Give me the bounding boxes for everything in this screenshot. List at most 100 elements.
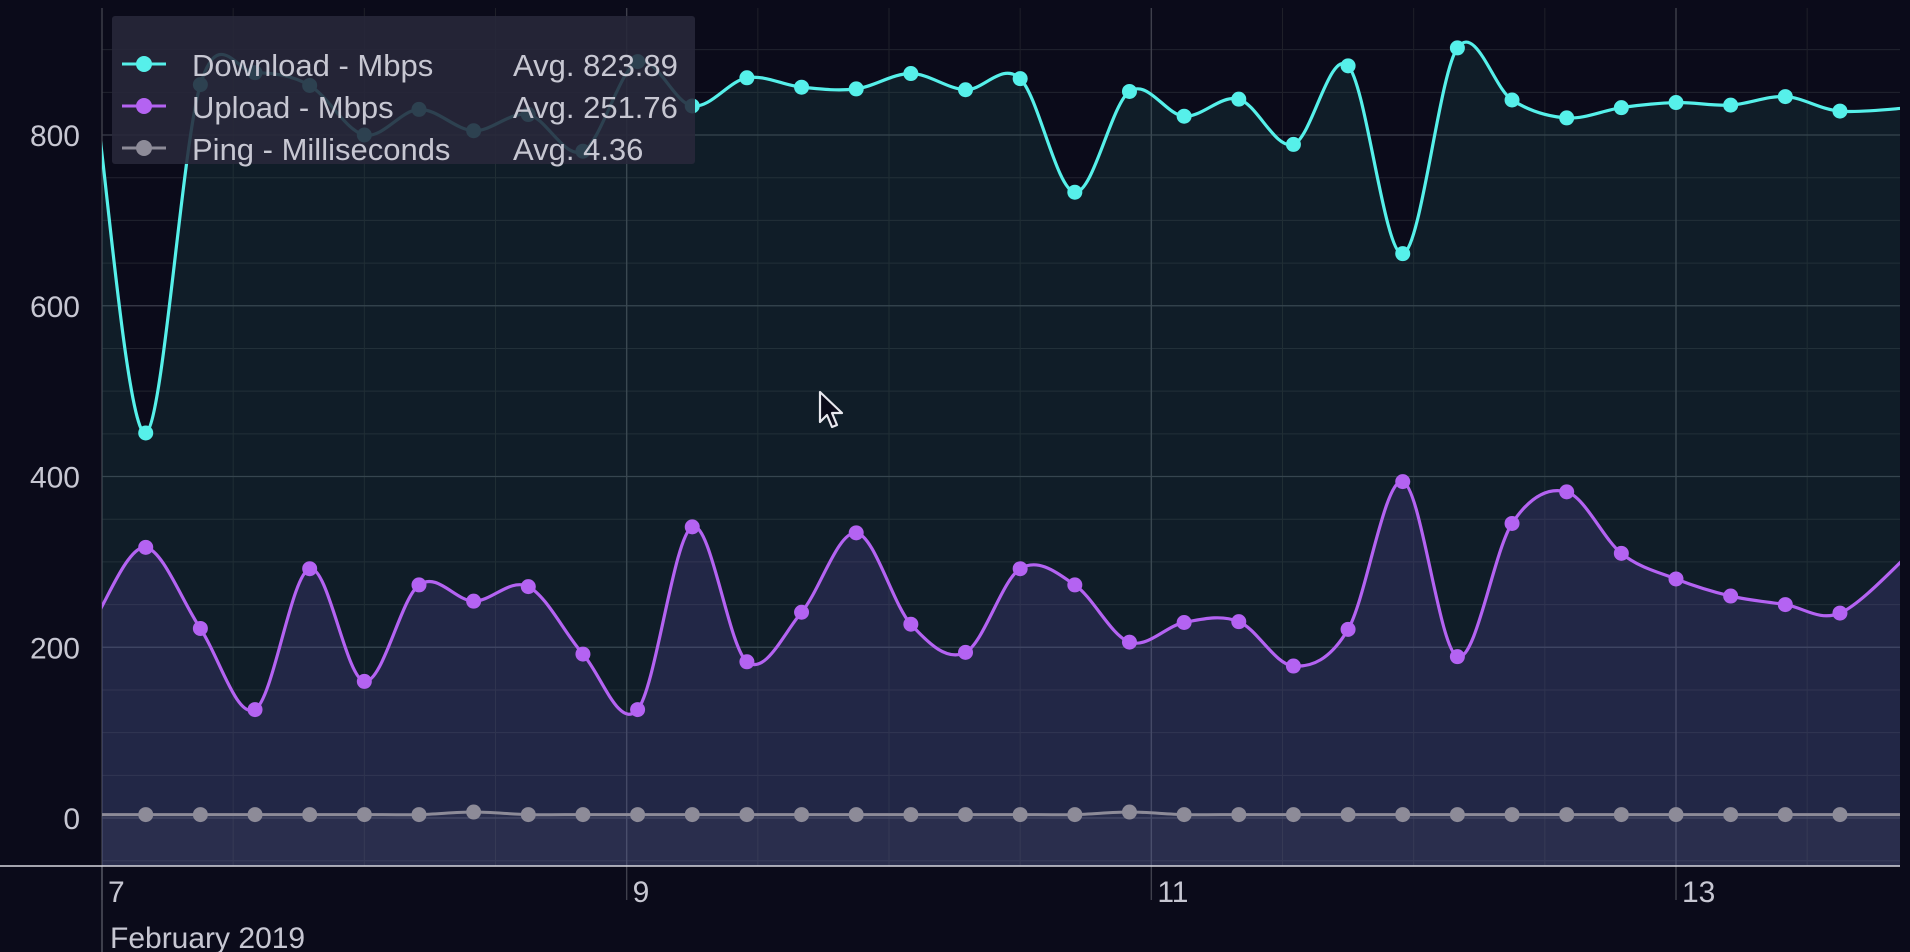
ping-data-point <box>1777 807 1793 823</box>
download-data-point <box>1449 40 1465 56</box>
legend-item-upload[interactable]: Upload - Mbps Avg. 251.76 <box>112 86 695 126</box>
ping-series-line <box>102 810 1900 817</box>
upload-data-point <box>794 604 810 620</box>
x-tick-label: 9 <box>633 876 650 909</box>
upload-data-point <box>1012 561 1028 577</box>
upload-data-point <box>302 561 318 577</box>
x-tick-label: 13 <box>1682 876 1715 909</box>
ping-data-point <box>630 807 646 823</box>
ping-data-point <box>1449 807 1465 823</box>
ping-data-point <box>1504 807 1520 823</box>
upload-data-point <box>411 577 427 593</box>
ping-data-point <box>1176 807 1192 823</box>
upload-data-point <box>1067 577 1083 593</box>
ping-data-point <box>1012 807 1028 823</box>
x-tick-label: 11 <box>1157 876 1188 909</box>
download-data-point <box>1285 136 1301 152</box>
download-data-point <box>1395 246 1411 262</box>
ping-data-point <box>1668 807 1684 823</box>
upload-data-point <box>1504 515 1520 531</box>
axes-layer: 0 200 400 600 800 7 9 11 13 February 2019 <box>0 120 1900 952</box>
upload-data-point <box>1231 614 1247 630</box>
legend-avg-download: Avg. 823.89 <box>513 48 678 83</box>
ping-data-point <box>520 807 536 823</box>
ping-data-point <box>958 807 974 823</box>
upload-data-point <box>1121 634 1137 650</box>
upload-series-area <box>102 481 1900 866</box>
upload-data-point <box>1613 545 1629 561</box>
upload-data-point <box>466 593 482 609</box>
ping-data-point <box>848 807 864 823</box>
legend-label-upload: Upload - Mbps <box>192 90 394 125</box>
download-data-point <box>848 81 864 97</box>
ping-data-point <box>1832 807 1848 823</box>
y-tick-label: 800 <box>30 120 80 153</box>
ping-data-point <box>1067 807 1083 823</box>
upload-data-point <box>1285 658 1301 674</box>
legend: Download - Mbps Avg. 823.89 Upload - Mbp… <box>112 16 695 167</box>
ping-data-point <box>903 807 919 823</box>
legend-item-download[interactable]: Download - Mbps Avg. 823.89 <box>112 44 695 84</box>
ping-data-point <box>247 807 263 823</box>
upload-data-point <box>1395 474 1411 490</box>
download-data-point <box>794 79 810 95</box>
x-axis-month-label: February 2019 <box>110 922 305 952</box>
download-data-point <box>1668 95 1684 111</box>
ping-data-point <box>1723 807 1739 823</box>
download-data-point <box>739 70 755 86</box>
ping-series-marker-icon <box>122 140 166 156</box>
upload-data-point <box>138 539 154 555</box>
download-data-point <box>1504 92 1520 108</box>
ping-data-point <box>192 807 208 823</box>
download-data-point <box>1777 89 1793 105</box>
upload-data-point <box>1777 597 1793 613</box>
y-tick-label: 400 <box>30 462 80 495</box>
upload-series-marker-icon <box>122 98 166 114</box>
download-data-point <box>1012 71 1028 87</box>
upload-data-point <box>630 702 646 718</box>
download-data-point <box>1559 110 1575 126</box>
upload-data-point <box>958 644 974 660</box>
upload-data-point <box>575 646 591 662</box>
ping-data-point <box>302 807 318 823</box>
download-data-point <box>1723 97 1739 113</box>
download-data-point <box>958 82 974 98</box>
ping-data-point <box>466 804 482 820</box>
ping-data-point <box>1559 807 1575 823</box>
download-data-point <box>138 425 154 441</box>
download-data-point <box>903 66 919 82</box>
download-series-marker-icon <box>122 56 166 72</box>
upload-data-point <box>520 579 536 595</box>
ping-data-point <box>138 807 154 823</box>
upload-data-point <box>903 616 919 632</box>
ping-data-point <box>1340 807 1356 823</box>
download-data-point <box>1067 184 1083 200</box>
y-tick-label: 200 <box>30 632 80 665</box>
upload-data-point <box>1668 571 1684 587</box>
legend-label-ping: Ping - Milliseconds <box>192 132 451 167</box>
upload-data-point <box>192 620 208 636</box>
upload-data-point <box>1176 614 1192 630</box>
upload-data-point <box>1559 484 1575 500</box>
legend-avg-upload: Avg. 251.76 <box>513 90 678 125</box>
ping-data-point <box>411 807 427 823</box>
ping-data-point <box>356 807 372 823</box>
ping-data-point <box>684 807 700 823</box>
upload-data-point <box>1340 621 1356 637</box>
ping-data-point <box>1613 807 1629 823</box>
ping-data-point <box>739 807 755 823</box>
download-data-point <box>1340 58 1356 74</box>
upload-data-point <box>1723 588 1739 604</box>
upload-data-point <box>1832 605 1848 621</box>
upload-data-point <box>684 519 700 535</box>
upload-data-point <box>848 525 864 541</box>
upload-data-point <box>247 702 263 718</box>
download-series-area <box>102 42 1900 866</box>
ping-data-point <box>575 807 591 823</box>
legend-label-download: Download - Mbps <box>192 48 434 83</box>
download-data-point <box>1832 103 1848 119</box>
series-layer <box>102 40 1900 866</box>
legend-item-ping[interactable]: Ping - Milliseconds Avg. 4.36 <box>112 128 695 168</box>
ping-data-point <box>1231 807 1247 823</box>
